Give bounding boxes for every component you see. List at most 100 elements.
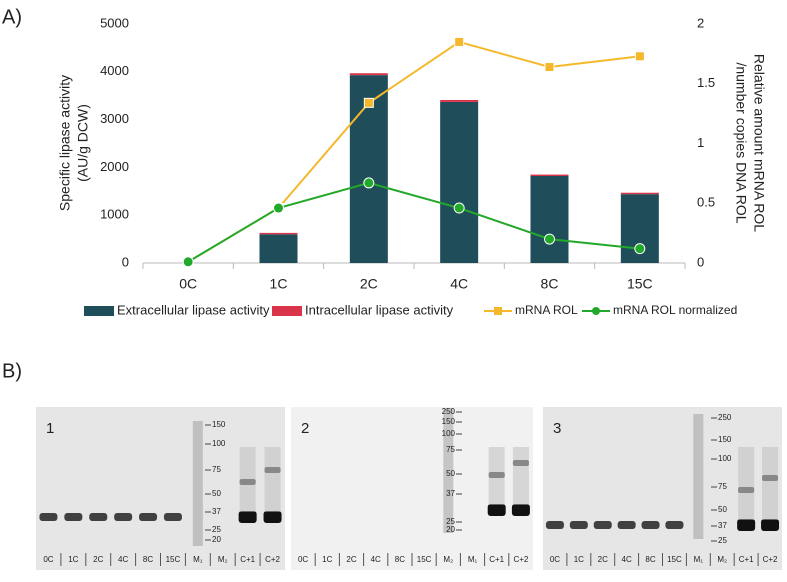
y2-tick-label: 1.5 bbox=[697, 75, 715, 90]
lane-smear bbox=[762, 447, 779, 520]
lane-smear bbox=[239, 447, 256, 512]
ladder-label: 20 bbox=[446, 525, 455, 534]
x-tick-label: 4C bbox=[450, 276, 468, 292]
protein-band bbox=[665, 521, 684, 529]
marker bbox=[454, 36, 465, 47]
lane-label: 15C bbox=[166, 555, 181, 564]
ladder-label: 75 bbox=[446, 445, 455, 454]
lane-label: 8C bbox=[395, 555, 405, 564]
ladder-label: 250 bbox=[442, 407, 456, 416]
ladder-label: 150 bbox=[718, 435, 732, 444]
gel-number: 1 bbox=[46, 420, 54, 437]
x-tick-label: 15C bbox=[627, 276, 653, 292]
protein-band bbox=[114, 513, 133, 521]
legend-label: Intracellular lipase activity bbox=[305, 302, 454, 317]
y2-tick-label: 2 bbox=[697, 15, 704, 30]
bar bbox=[620, 192, 659, 195]
protein-band bbox=[64, 513, 83, 521]
lane-label: 1C bbox=[68, 555, 78, 564]
protein-band bbox=[545, 521, 564, 529]
bar bbox=[259, 232, 298, 235]
lane-label: M₂ bbox=[218, 555, 228, 564]
x-tick-label: 0C bbox=[179, 276, 197, 292]
ladder-label: 150 bbox=[442, 417, 456, 426]
lane-smear bbox=[738, 447, 755, 520]
ladder-label: 50 bbox=[446, 469, 455, 478]
gel-number: 2 bbox=[301, 420, 309, 437]
lane-smear bbox=[264, 447, 281, 512]
ladder-label: 50 bbox=[212, 489, 221, 498]
lane-label: M₂ bbox=[443, 555, 453, 564]
protein-band bbox=[263, 511, 282, 523]
lane-label: 4C bbox=[622, 555, 632, 564]
lane-label: C+2 bbox=[763, 555, 778, 564]
panel-label: B) bbox=[2, 360, 22, 382]
ladder-label: 37 bbox=[212, 507, 221, 516]
lane-smear bbox=[488, 447, 505, 505]
ladder-label: 75 bbox=[718, 482, 727, 491]
ladder-label: 100 bbox=[442, 429, 456, 438]
y2-tick-label: 0 bbox=[697, 254, 704, 269]
lane-label: C+2 bbox=[513, 555, 528, 564]
gel: 3 0C 1C 2C 4C 8C 15C M₁ M₂ C+1 C+2 250 150 100 75 50 37 2… bbox=[543, 407, 782, 570]
x-tick-label: 1C bbox=[270, 276, 288, 292]
line bbox=[187, 40, 640, 263]
ladder-label: 25 bbox=[718, 536, 727, 545]
x-tick-label: 2C bbox=[360, 276, 378, 292]
ladder-smear bbox=[443, 408, 454, 533]
lane-label: C+1 bbox=[240, 555, 255, 564]
y2-tick-label: 0.5 bbox=[697, 195, 715, 210]
marker bbox=[544, 62, 555, 73]
ladder-label: 150 bbox=[212, 420, 226, 429]
lane-label: C+1 bbox=[489, 555, 504, 564]
protein-band bbox=[641, 521, 660, 529]
ladder-label: 37 bbox=[718, 521, 727, 530]
panel-label: A) bbox=[2, 6, 22, 28]
lane-label: 2C bbox=[346, 555, 356, 564]
marker bbox=[634, 51, 645, 62]
lane-label: 15C bbox=[667, 555, 682, 564]
y-tick-label: 3000 bbox=[100, 111, 129, 126]
legend-label: Extracellular lipase activity bbox=[117, 302, 270, 317]
lane-label: M₂ bbox=[717, 555, 727, 564]
lane-label: 0C bbox=[550, 555, 560, 564]
marker bbox=[363, 177, 375, 189]
marker bbox=[363, 97, 374, 108]
lane-label: M₁ bbox=[694, 555, 704, 564]
lane-label: 2C bbox=[93, 555, 103, 564]
protein-band bbox=[617, 521, 636, 529]
y2-tick-label: 1 bbox=[697, 135, 704, 150]
lane-label: M₁ bbox=[468, 555, 478, 564]
y-tick-label: 5000 bbox=[100, 15, 129, 30]
y-tick-label: 2000 bbox=[100, 159, 129, 174]
lane-label: M₁ bbox=[193, 555, 203, 564]
ladder-smear bbox=[693, 414, 704, 539]
lane-label: C+1 bbox=[739, 555, 754, 564]
marker bbox=[273, 202, 284, 214]
marker bbox=[544, 233, 555, 245]
line bbox=[187, 181, 640, 263]
ladder-label: 37 bbox=[446, 489, 455, 498]
bar bbox=[440, 100, 479, 102]
lane-label: 1C bbox=[322, 555, 332, 564]
protein-band bbox=[163, 513, 182, 521]
protein-band bbox=[593, 521, 612, 529]
y-tick-label: 1000 bbox=[100, 207, 129, 222]
ladder-label: 100 bbox=[718, 454, 732, 463]
ladder-smear bbox=[192, 421, 203, 546]
ladder-label: 50 bbox=[718, 505, 727, 514]
bar bbox=[530, 174, 569, 177]
ladder-label: 25 bbox=[212, 525, 221, 534]
gel-number: 3 bbox=[553, 420, 561, 437]
lane-label: 0C bbox=[298, 555, 308, 564]
ladder-label: 100 bbox=[212, 439, 226, 448]
protein-band bbox=[569, 521, 588, 529]
bar bbox=[530, 176, 569, 263]
ladder-label: 250 bbox=[718, 413, 732, 422]
y-axis-label: (AU/g DCW) bbox=[75, 104, 91, 182]
marker bbox=[453, 202, 465, 214]
lane-label: 4C bbox=[371, 555, 381, 564]
bar bbox=[440, 101, 479, 263]
